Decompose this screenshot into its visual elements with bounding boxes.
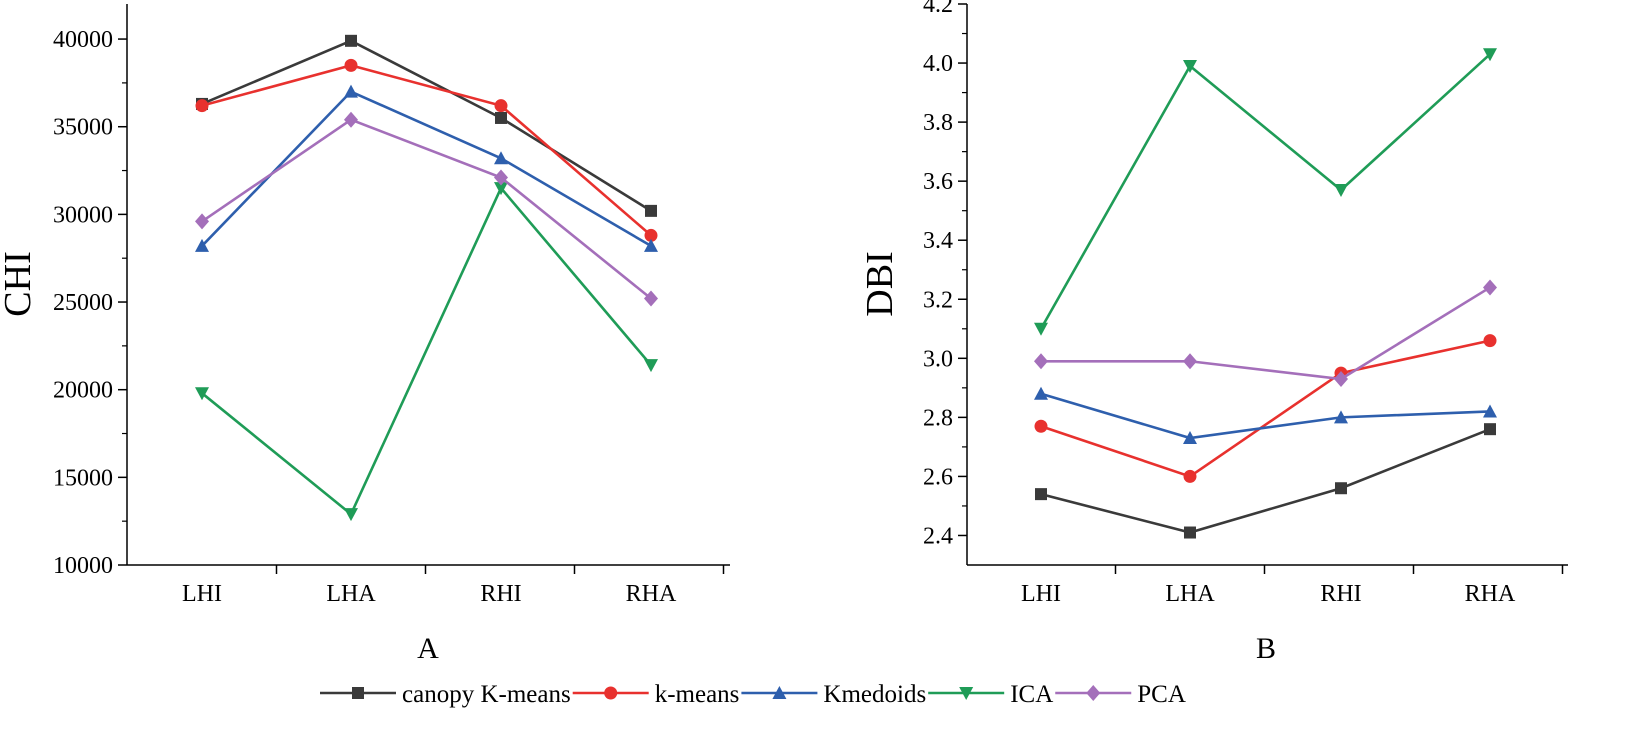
x-tick-label: RHA — [1465, 581, 1516, 607]
data-point-ica — [1483, 48, 1497, 62]
legend-label: PCA — [1137, 681, 1186, 708]
series-line-canopy-k-means — [1040, 427, 1491, 534]
y-tick-label: 25000 — [53, 290, 113, 316]
x-tick-label: LHA — [326, 581, 376, 607]
legend-item-canopy-k-means: canopy K-means — [320, 681, 571, 708]
data-point-kmedoids — [1483, 404, 1497, 418]
data-point-kmedoids — [195, 238, 209, 252]
data-point-kmedoids — [1183, 431, 1197, 445]
series-line-k-means — [1040, 339, 1491, 478]
data-point-canopy-k-means — [1184, 526, 1196, 539]
series-line-ica — [1039, 53, 1491, 330]
data-point-canopy-k-means — [1035, 488, 1047, 501]
data-point-canopy-k-means — [1484, 423, 1496, 436]
data-point-pca — [494, 169, 508, 186]
y-tick-label: 2.6 — [923, 464, 953, 490]
data-point-canopy-k-means — [645, 204, 657, 217]
data-point-kmedoids — [1034, 386, 1048, 400]
chart-panel-a: 10000 15000 20000 25000 30000 35000 40000 LHI LH… — [0, 4, 730, 665]
legend-marker — [1086, 685, 1101, 701]
x-tick-label: LHI — [182, 581, 222, 607]
data-point-k-means — [344, 58, 358, 72]
series-line-pca — [201, 118, 652, 300]
data-point-kmedoids — [1334, 410, 1348, 424]
y-axis-title: DBI — [859, 251, 901, 316]
data-point-pca — [1183, 353, 1197, 370]
legend-marker — [604, 686, 618, 700]
legend-marker — [772, 686, 787, 699]
y-tick-label: 3.2 — [923, 287, 953, 313]
legend: canopy K-means k-means Kmedoids ICA PCA — [320, 681, 1186, 708]
legend-item-ica: ICA — [928, 681, 1053, 708]
panel-label: B — [1256, 632, 1276, 665]
data-point-ica — [494, 182, 508, 196]
data-point-pca — [195, 213, 209, 230]
x-tick-label: LHI — [1021, 581, 1061, 607]
data-point-k-means — [644, 228, 658, 242]
legend-label: k-means — [655, 681, 740, 708]
y-tick-label: 3.0 — [923, 346, 953, 372]
data-point-canopy-k-means — [495, 111, 507, 124]
y-tick-label: 2.8 — [923, 405, 953, 431]
data-point-kmedoids — [644, 238, 658, 252]
panel-label: A — [417, 632, 439, 665]
legend-item-kmedoids: Kmedoids — [741, 681, 926, 708]
legend-item-k-means: k-means — [572, 681, 740, 708]
series-line-ica — [201, 185, 652, 517]
x-tick-label: LHA — [1165, 581, 1215, 607]
y-tick-label: 4.0 — [923, 51, 953, 77]
series-line-kmedoids — [1040, 392, 1491, 440]
data-point-k-means — [1034, 419, 1048, 433]
data-point-ica — [644, 359, 658, 373]
data-point-pca — [1034, 353, 1048, 370]
y-tick-label: 3.8 — [923, 110, 953, 136]
y-tick-label: 3.6 — [923, 169, 953, 195]
y-tick-label: 10000 — [53, 553, 113, 579]
data-point-k-means — [1183, 469, 1197, 483]
legend-marker — [352, 687, 364, 699]
y-tick-label: 40000 — [53, 27, 113, 53]
y-tick-label: 3.4 — [923, 228, 953, 254]
data-point-ica — [195, 387, 209, 401]
y-tick-label: 4.2 — [923, 0, 953, 18]
data-point-ica — [1034, 322, 1048, 336]
series-line-k-means — [201, 64, 652, 237]
data-point-canopy-k-means — [1335, 482, 1347, 495]
data-point-ica — [344, 508, 358, 522]
series-line-canopy-k-means — [201, 39, 652, 212]
y-tick-label: 30000 — [53, 202, 113, 228]
legend-label: ICA — [1010, 681, 1053, 708]
y-tick-label: 35000 — [53, 115, 113, 141]
chart-panel-b: 2.4 2.6 2.8 3.0 3.2 3.4 3.6 3.8 4.0 4.2 LHI LHA RHI R… — [859, 0, 1568, 665]
y-axis-title: CHI — [0, 251, 39, 316]
y-tick-label: 20000 — [53, 378, 113, 404]
legend-item-pca: PCA — [1055, 681, 1186, 708]
legend-label: canopy K-means — [402, 681, 571, 708]
data-point-pca — [1334, 370, 1348, 387]
data-point-canopy-k-means — [345, 34, 357, 47]
data-point-kmedoids — [344, 84, 358, 98]
legend-label: Kmedoids — [823, 681, 926, 708]
x-tick-label: RHI — [480, 581, 521, 607]
legend-marker — [959, 687, 974, 700]
x-tick-label: RHI — [1320, 581, 1361, 607]
y-tick-label: 15000 — [53, 465, 113, 491]
data-point-pca — [1483, 279, 1497, 296]
series-line-kmedoids — [201, 90, 652, 248]
series-line-pca — [1041, 286, 1491, 381]
data-point-pca — [644, 290, 658, 307]
data-point-pca — [344, 111, 358, 128]
data-point-k-means — [494, 99, 508, 113]
data-point-k-means — [195, 99, 209, 113]
data-point-ica — [1334, 184, 1348, 198]
data-point-kmedoids — [494, 151, 508, 165]
y-tick-label: 2.4 — [923, 523, 953, 549]
data-point-k-means — [1483, 334, 1497, 348]
data-point-ica — [1183, 60, 1197, 74]
x-tick-label: RHA — [626, 581, 677, 607]
